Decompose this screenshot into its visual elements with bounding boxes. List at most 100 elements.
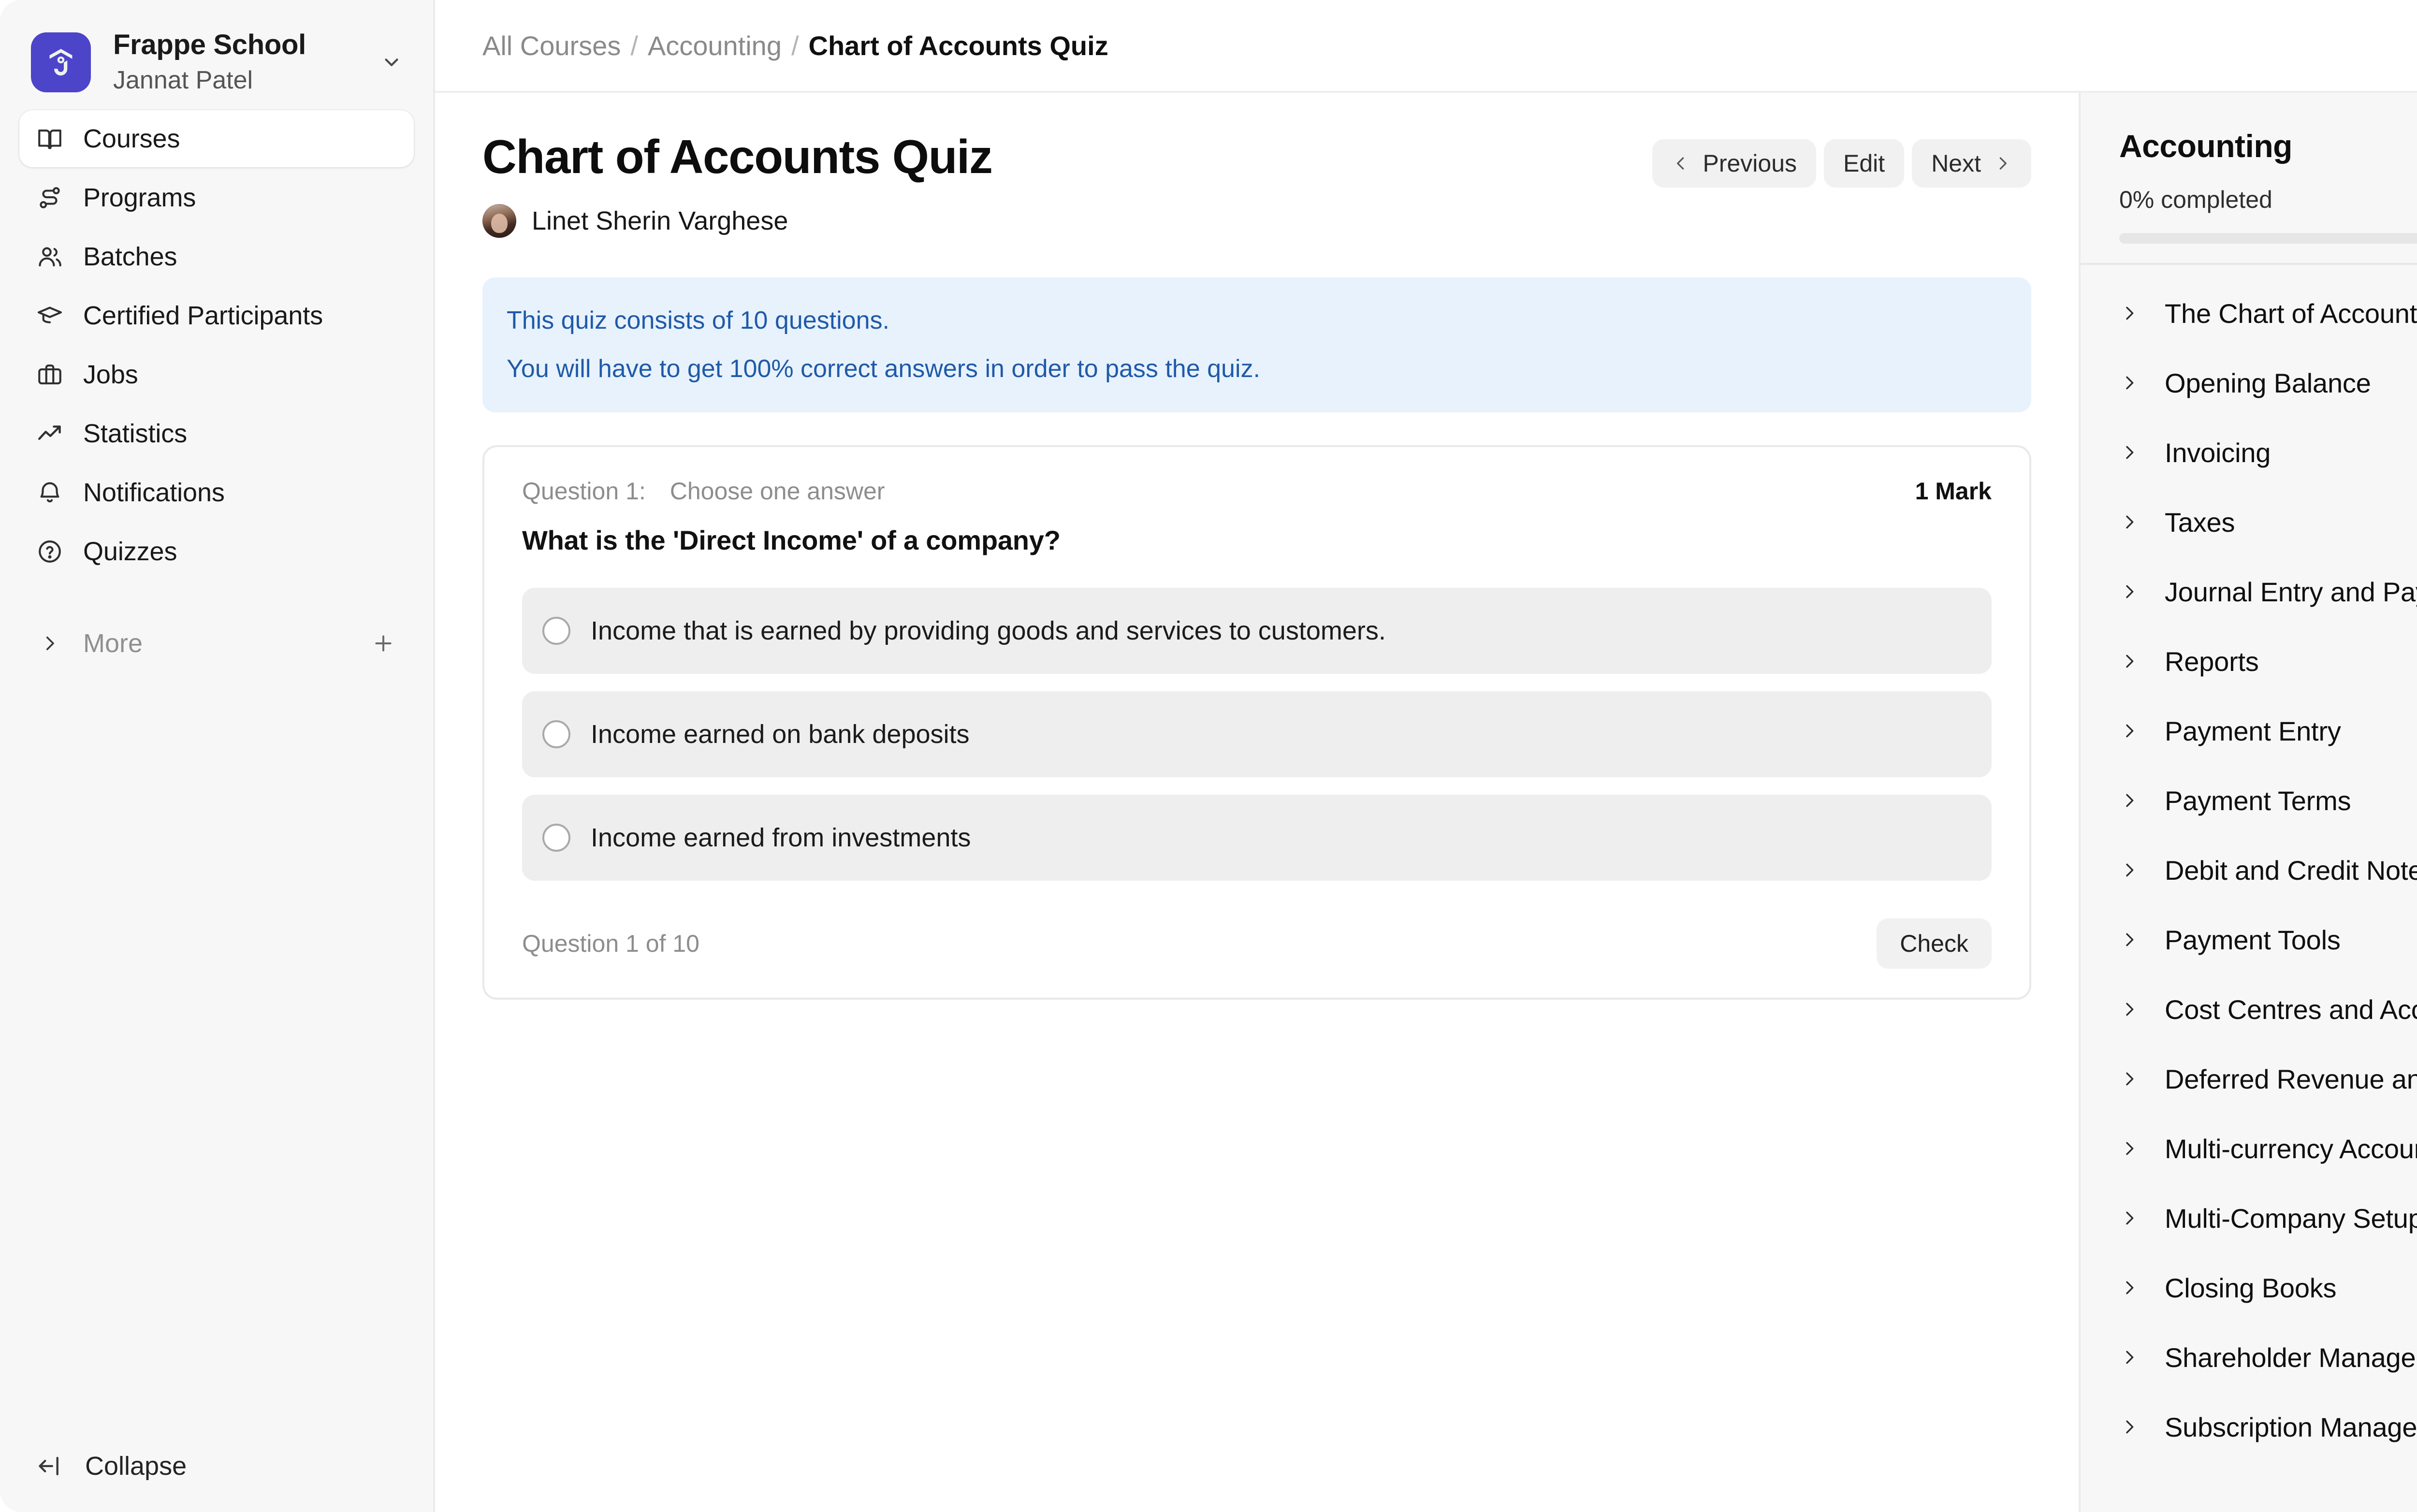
chevron-right-icon bbox=[2119, 1069, 2140, 1089]
chevron-right-icon bbox=[35, 628, 65, 658]
chapter-label: Debit and Credit Note bbox=[2165, 855, 2417, 886]
chapter-label: Journal Entry and Payments bbox=[2165, 576, 2417, 607]
question-text: What is the 'Direct Income' of a company… bbox=[522, 525, 1061, 556]
page-title: Chart of Accounts Quiz bbox=[482, 130, 993, 183]
sidebar-item-programs[interactable]: Programs bbox=[19, 169, 414, 226]
collapse-label: Collapse bbox=[85, 1452, 187, 1481]
chapter-item[interactable]: Payment Tools bbox=[2119, 905, 2417, 974]
breadcrumb-separator: / bbox=[791, 30, 799, 61]
chapter-item[interactable]: Multi-currency Accounting bbox=[2119, 1114, 2417, 1183]
chevron-right-icon bbox=[2119, 651, 2140, 671]
sidebar-item-notifications[interactable]: Notifications bbox=[19, 464, 414, 521]
question-type: Choose one answer bbox=[670, 478, 885, 505]
chapter-item[interactable]: Closing Books bbox=[2119, 1253, 2417, 1323]
trending-up-icon bbox=[35, 419, 65, 449]
question-card: Question 1: Choose one answer 1 Mark Wha… bbox=[482, 445, 2031, 1000]
chapter-label: Opening Balance bbox=[2165, 367, 2371, 398]
answer-option[interactable]: Income that is earned by providing goods… bbox=[522, 588, 1992, 674]
chevron-right-icon bbox=[2119, 1417, 2140, 1437]
chapter-item[interactable]: The Chart of Accounts bbox=[2119, 278, 2417, 348]
sidebar-item-statistics[interactable]: Statistics bbox=[19, 405, 414, 462]
sidebar-more-label: More bbox=[83, 629, 143, 658]
workspace-text: Frappe School Jannat Patel bbox=[113, 29, 355, 96]
chapter-item[interactable]: Journal Entry and Payments bbox=[2119, 557, 2417, 626]
chapter-item[interactable]: Invoicing bbox=[2119, 418, 2417, 487]
left-sidebar: Frappe School Jannat Patel Courses Progr… bbox=[0, 0, 435, 1512]
page-header-left: Chart of Accounts Quiz Linet Sherin Varg… bbox=[482, 130, 993, 238]
question-meta: Question 1: Choose one answer bbox=[522, 477, 885, 505]
sidebar-item-label: Programs bbox=[83, 183, 196, 212]
previous-button[interactable]: Previous bbox=[1652, 139, 1817, 188]
chapter-item[interactable]: Cost Centres and Accounting Dimensions bbox=[2119, 974, 2417, 1044]
collapse-sidebar-button[interactable]: Collapse bbox=[0, 1420, 433, 1512]
sidebar-item-quizzes[interactable]: Quizzes bbox=[19, 523, 414, 580]
radio-icon[interactable] bbox=[542, 720, 570, 749]
chapter-item[interactable]: Subscription Management bbox=[2119, 1392, 2417, 1462]
chapter-item[interactable]: Shareholder Management bbox=[2119, 1323, 2417, 1392]
answer-option[interactable]: Income earned on bank deposits bbox=[522, 691, 1992, 778]
chevron-right-icon bbox=[2119, 1347, 2140, 1367]
chapter-item[interactable]: Deferred Revenue and Expenses bbox=[2119, 1044, 2417, 1114]
panel-divider bbox=[2081, 263, 2417, 265]
course-outline-header: Accounting 0% completed bbox=[2081, 93, 2417, 244]
edit-button[interactable]: Edit bbox=[1824, 139, 1905, 188]
check-button[interactable]: Check bbox=[1877, 918, 1992, 969]
next-button[interactable]: Next bbox=[1912, 139, 2031, 188]
chevron-right-icon bbox=[2119, 303, 2140, 323]
quiz-info-line-1: This quiz consists of 10 questions. bbox=[507, 306, 889, 334]
sidebar-item-courses[interactable]: Courses bbox=[19, 110, 414, 167]
chapter-item[interactable]: Debit and Credit Note bbox=[2119, 835, 2417, 905]
quiz-info-banner: This quiz consists of 10 questions. You … bbox=[482, 277, 2031, 413]
author-name: Linet Sherin Varghese bbox=[532, 206, 788, 235]
chapter-item[interactable]: Reports bbox=[2119, 626, 2417, 696]
chapter-label: The Chart of Accounts bbox=[2165, 298, 2417, 329]
chapter-label: Payment Tools bbox=[2165, 924, 2341, 955]
answer-option-label: Income that is earned by providing goods… bbox=[591, 616, 1386, 646]
chapter-label: Payment Entry bbox=[2165, 715, 2341, 746]
answer-option-label: Income earned from investments bbox=[591, 823, 971, 853]
breadcrumb: All Courses / Accounting / Chart of Acco… bbox=[482, 30, 1108, 61]
sidebar-item-jobs[interactable]: Jobs bbox=[19, 346, 414, 403]
chevron-right-icon bbox=[2119, 1278, 2140, 1298]
answer-option-label: Income earned on bank deposits bbox=[591, 720, 970, 749]
chevron-down-icon[interactable] bbox=[377, 48, 406, 77]
chevron-right-icon bbox=[2119, 790, 2140, 811]
question-marks: 1 Mark bbox=[1915, 478, 1992, 505]
chevron-right-icon bbox=[2119, 721, 2140, 741]
breadcrumb-accounting[interactable]: Accounting bbox=[647, 30, 782, 61]
header-actions: Previous Edit Next bbox=[1652, 131, 2031, 188]
sidebar-item-label: Statistics bbox=[83, 419, 188, 448]
question-circle-icon bbox=[35, 537, 65, 567]
chevron-right-icon bbox=[2119, 442, 2140, 463]
workspace-user: Jannat Patel bbox=[113, 66, 253, 94]
chapter-item[interactable]: Multi-Company Setup bbox=[2119, 1183, 2417, 1253]
radio-icon[interactable] bbox=[542, 617, 570, 645]
sidebar-item-batches[interactable]: Batches bbox=[19, 228, 414, 285]
edit-label: Edit bbox=[1843, 150, 1885, 177]
chapter-item[interactable]: Payment Terms bbox=[2119, 766, 2417, 835]
sidebar-item-certified-participants[interactable]: Certified Participants bbox=[19, 287, 414, 344]
chevron-right-icon bbox=[2119, 373, 2140, 393]
chapter-label: Closing Books bbox=[2165, 1272, 2337, 1303]
page-header: Chart of Accounts Quiz Linet Sherin Varg… bbox=[482, 130, 2031, 238]
sidebar-nav: Courses Programs Batches Certified Parti… bbox=[0, 110, 433, 672]
next-label: Next bbox=[1931, 150, 1981, 177]
answer-option[interactable]: Income earned from investments bbox=[522, 795, 1992, 881]
chapter-item[interactable]: Taxes bbox=[2119, 487, 2417, 557]
chapter-item[interactable]: Opening Balance bbox=[2119, 348, 2417, 418]
quiz-main: Chart of Accounts Quiz Linet Sherin Varg… bbox=[435, 93, 2079, 1512]
book-open-icon bbox=[35, 124, 65, 154]
chapter-item[interactable]: Payment Entry bbox=[2119, 696, 2417, 766]
breadcrumb-all-courses[interactable]: All Courses bbox=[482, 30, 621, 61]
radio-icon[interactable] bbox=[542, 824, 570, 852]
users-icon bbox=[35, 242, 65, 272]
avatar bbox=[482, 204, 516, 238]
sidebar-more-section[interactable]: More bbox=[19, 615, 414, 672]
sidebar-item-label: Batches bbox=[83, 242, 177, 271]
chevron-left-icon bbox=[1677, 157, 1684, 170]
chevron-right-icon bbox=[2119, 860, 2140, 880]
workspace-switcher[interactable]: Frappe School Jannat Patel bbox=[0, 0, 433, 94]
chevron-right-icon bbox=[2119, 582, 2140, 602]
plus-icon[interactable] bbox=[368, 628, 398, 658]
topbar: All Courses / Accounting / Chart of Acco… bbox=[435, 0, 2417, 93]
